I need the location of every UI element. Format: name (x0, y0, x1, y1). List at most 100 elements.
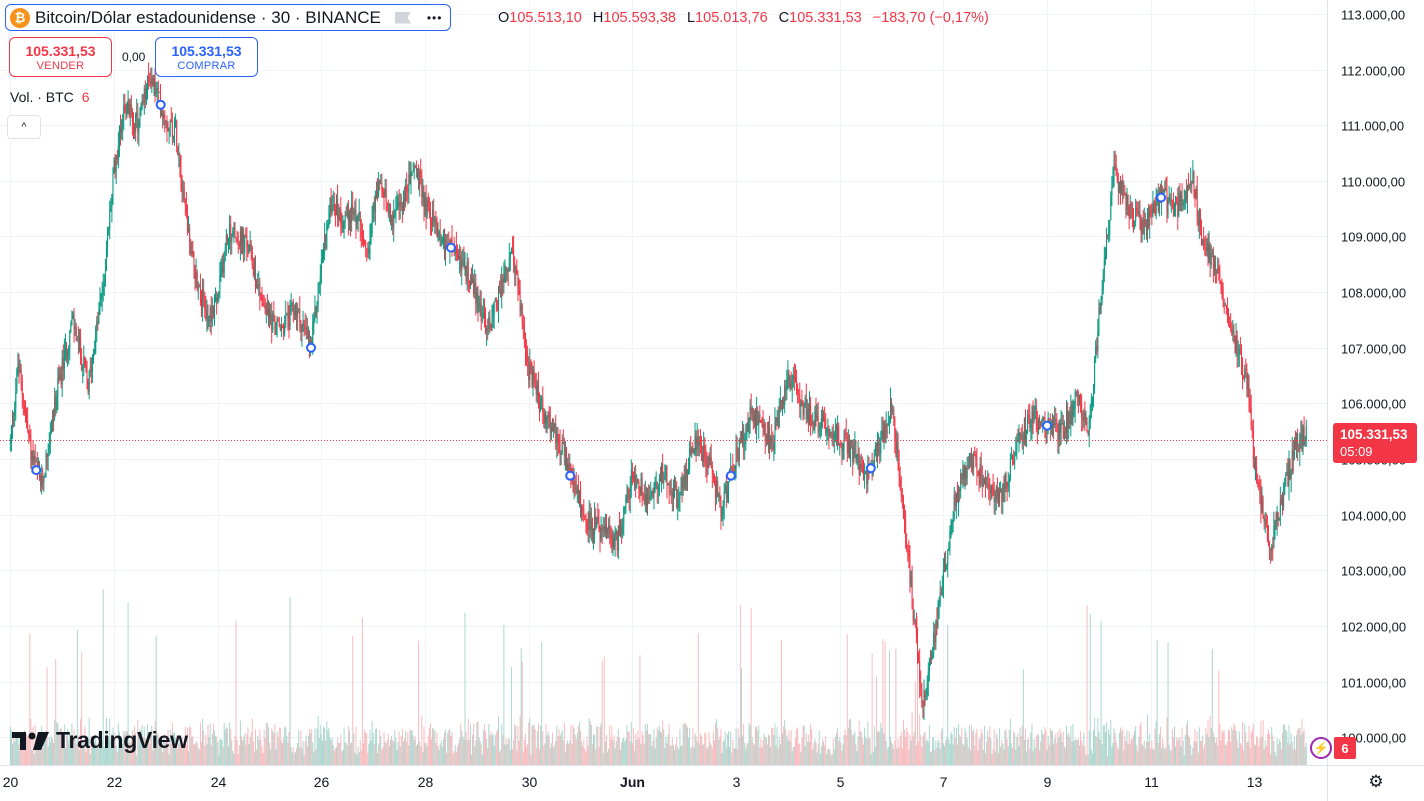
more-options-icon[interactable]: ••• (426, 10, 443, 25)
candle-body (1033, 408, 1035, 421)
alert-count-badge[interactable]: 6 (1334, 737, 1356, 759)
candle-body (848, 440, 850, 458)
sell-button[interactable]: 105.331,53 VENDER (9, 37, 112, 77)
candle-body (965, 466, 967, 479)
candle-body (302, 323, 304, 327)
price-tick-label: 106.000,00 (1341, 397, 1406, 412)
candle-body (625, 494, 627, 507)
volume-bar (1305, 742, 1307, 765)
volume-bar (1256, 736, 1258, 765)
candle-body (164, 113, 166, 125)
volume-bar (979, 737, 981, 765)
candle-body (828, 428, 830, 436)
volume-bar (18, 744, 20, 765)
candle-body (1063, 431, 1065, 439)
candle-body (393, 212, 395, 229)
alert-clock-icon[interactable]: ⚡ (1310, 737, 1332, 759)
volume-bar (649, 733, 651, 765)
candle-body (253, 269, 255, 276)
candle-body (405, 185, 407, 201)
time-axis[interactable]: 20 22 24 26 28 30 Jun 3 5 7 9 11 13 (0, 765, 1424, 791)
volume-bar (745, 748, 747, 765)
candle-body (352, 204, 354, 215)
volume-bar (843, 734, 845, 765)
volume-bar (763, 733, 765, 765)
symbol-header[interactable]: ₿ Bitcoin/Dólar estadounidense · 30 · BI… (5, 4, 452, 31)
volume-bar (350, 743, 352, 765)
candle-body (475, 282, 477, 304)
volume-bar (429, 723, 431, 765)
volume-bar (1300, 734, 1302, 765)
candle-body (1010, 457, 1012, 459)
candle-body (663, 479, 665, 484)
volume-bar (1118, 732, 1120, 765)
tradingview-logo[interactable]: TradingView (12, 727, 188, 754)
volume-bar (1197, 752, 1199, 765)
collapse-legend-button[interactable]: ^ (7, 115, 41, 139)
settings-gear-icon[interactable]: ⚙ (1368, 772, 1384, 791)
candle-body (243, 233, 245, 253)
volume-legend[interactable]: Vol. · BTC 6 (10, 89, 90, 105)
price-axis[interactable]: 100.000,00101.000,00102.000,00103.000,00… (1327, 0, 1407, 801)
volume-bar (784, 719, 786, 765)
volume-bar (243, 736, 245, 765)
volume-bar (894, 740, 896, 765)
candle-body (842, 447, 844, 451)
volume-bar (1042, 733, 1044, 765)
volume-bar (462, 736, 464, 765)
candle-body (575, 485, 577, 494)
candle-body (1193, 172, 1195, 196)
volume-bar (600, 723, 602, 765)
volume-bar (1244, 723, 1246, 765)
candle-body (845, 432, 847, 437)
candle-body (96, 321, 98, 329)
volume-bar (551, 732, 553, 765)
volume-bar (124, 734, 126, 765)
candle-body (228, 237, 230, 241)
candle-body (1074, 392, 1076, 409)
candle-body (311, 340, 313, 345)
candle-body (250, 244, 252, 248)
volume-bar (355, 726, 357, 765)
volume-bar (1266, 733, 1268, 765)
volume-bar (410, 730, 412, 765)
candle-body (201, 302, 203, 308)
buy-button[interactable]: 105.331,53 COMPRAR (155, 37, 258, 77)
volume-bar (118, 731, 120, 765)
volume-bar (906, 727, 908, 765)
volume-bar (1297, 729, 1299, 765)
candle-body (246, 236, 248, 248)
candle-body (898, 462, 900, 477)
candle-body (323, 248, 325, 259)
volume-bar (70, 736, 72, 765)
candle-body (219, 274, 221, 292)
candle-body (45, 454, 47, 475)
candle-body (402, 198, 404, 213)
volume-bar (468, 740, 470, 765)
volume-bar (59, 728, 61, 765)
volume-bar (696, 741, 698, 765)
volume-bar (201, 742, 203, 765)
volume-bar (858, 721, 860, 765)
candle-body (807, 409, 809, 425)
symbol-title[interactable]: Bitcoin/Dólar estadounidense · 30 · BINA… (35, 7, 381, 27)
volume-bar (1115, 741, 1117, 765)
flag-icon[interactable] (394, 11, 411, 24)
candle-body (161, 112, 163, 115)
candle-body (285, 314, 287, 325)
volume-bar (1265, 745, 1267, 765)
candle-body (840, 443, 842, 446)
volume-bar (561, 729, 563, 765)
volume-bar (702, 745, 704, 765)
volume-bar (277, 737, 279, 765)
volume-bar (707, 746, 709, 765)
volume-bar (617, 728, 619, 765)
volume-bar (735, 728, 737, 765)
volume-bar (901, 748, 903, 765)
candle-body (593, 534, 595, 536)
candle-body (1181, 197, 1183, 206)
candle-body (550, 427, 552, 434)
volume-bar (351, 742, 353, 765)
candle-body (642, 494, 644, 496)
